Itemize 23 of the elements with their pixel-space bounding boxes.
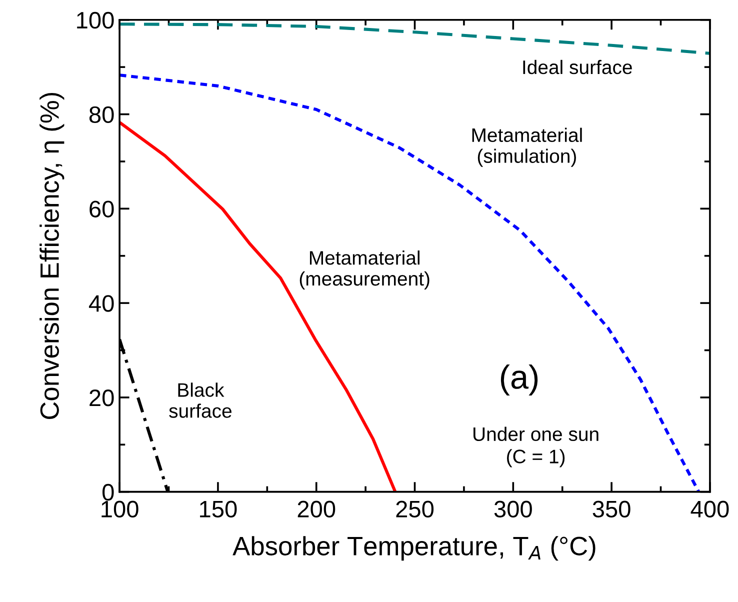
x-tick-label: 100 xyxy=(102,500,138,518)
series-label: Metamaterial (simulation) xyxy=(472,128,582,167)
y-tick-label: 100 xyxy=(77,12,114,29)
y-tick-label: 80 xyxy=(89,106,114,124)
line-series xyxy=(120,74,700,492)
series-label: Ideal surface xyxy=(523,60,632,74)
x-axis-title: Absorber Temperature, T$_{A}$ (°C) xyxy=(232,536,596,561)
y-tick-label: 60 xyxy=(90,200,114,218)
series-label: Black surface xyxy=(169,382,232,418)
y-tick-label: 0 xyxy=(102,484,114,501)
line-series xyxy=(120,22,710,55)
x-tick-label: 400 xyxy=(690,500,729,518)
y-axis-title: Conversion Efficiency, η (%) xyxy=(40,92,64,420)
y-tick-label: 20 xyxy=(90,390,114,406)
x-tick-label: 300 xyxy=(494,500,532,518)
y-tick-label: 40 xyxy=(88,295,114,312)
series-label: Metamaterial (measurement) xyxy=(300,250,430,290)
x-tick-label: 200 xyxy=(298,500,336,518)
x-tick-label: 350 xyxy=(592,500,630,518)
annotation: (a) xyxy=(500,364,538,396)
x-tick-label: 150 xyxy=(200,500,237,518)
annotation: Under one sun (C = 1) xyxy=(474,426,598,468)
x-tick-label: 250 xyxy=(396,500,434,518)
